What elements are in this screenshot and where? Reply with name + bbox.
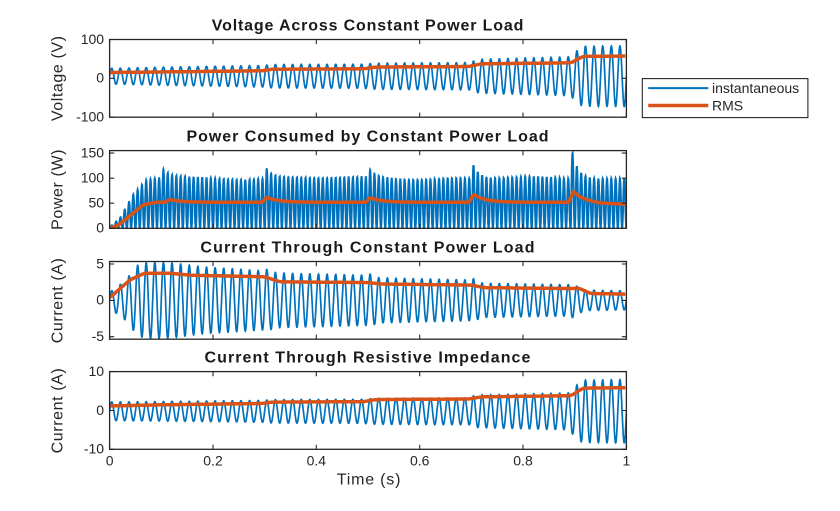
svg-text:Power (W): Power (W) <box>50 149 67 230</box>
svg-text:150: 150 <box>81 144 105 160</box>
svg-text:0.6: 0.6 <box>410 453 430 469</box>
svg-text:Time (s): Time (s) <box>337 472 401 489</box>
svg-text:1: 1 <box>623 453 631 469</box>
svg-text:0.4: 0.4 <box>307 453 327 469</box>
svg-text:0: 0 <box>96 292 104 308</box>
svg-text:0.8: 0.8 <box>513 453 533 469</box>
svg-text:0: 0 <box>96 220 104 236</box>
svg-text:100: 100 <box>81 31 105 47</box>
svg-text:Current Through Constant Power: Current Through Constant Power Load <box>200 239 535 256</box>
svg-text:RMS: RMS <box>712 98 743 114</box>
svg-text:Power Consumed by Constant Pow: Power Consumed by Constant Power Load <box>186 128 549 145</box>
svg-text:Voltage (V): Voltage (V) <box>50 35 67 121</box>
svg-text:Current (A): Current (A) <box>50 368 67 454</box>
svg-text:5: 5 <box>96 255 104 271</box>
svg-text:-100: -100 <box>76 109 104 125</box>
svg-text:50: 50 <box>89 195 105 211</box>
svg-text:-5: -5 <box>92 328 105 344</box>
svg-text:instantaneous: instantaneous <box>712 80 799 96</box>
svg-text:0: 0 <box>96 70 104 86</box>
svg-text:Current (A): Current (A) <box>50 258 67 344</box>
svg-text:-10: -10 <box>84 441 104 457</box>
svg-text:Current Through Resistive Impe: Current Through Resistive Impedance <box>205 349 532 366</box>
svg-text:0.2: 0.2 <box>203 453 223 469</box>
svg-text:0: 0 <box>96 402 104 418</box>
svg-text:100: 100 <box>81 170 105 186</box>
svg-text:0: 0 <box>106 453 114 469</box>
svg-text:Voltage Across Constant Power: Voltage Across Constant Power Load <box>212 17 525 34</box>
svg-text:10: 10 <box>89 363 105 379</box>
